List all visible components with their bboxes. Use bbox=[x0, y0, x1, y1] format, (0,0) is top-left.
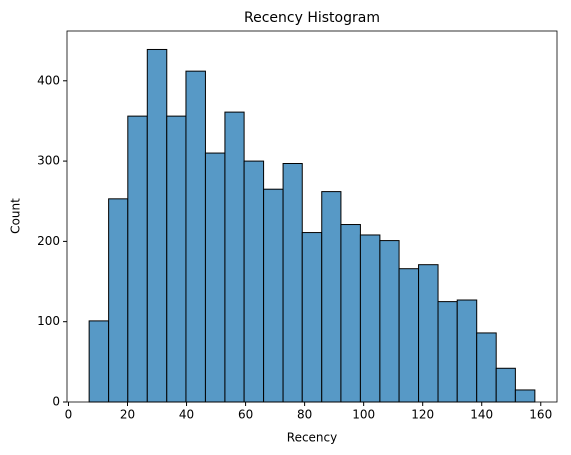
bar bbox=[321, 191, 342, 403]
bar bbox=[204, 152, 226, 403]
bar bbox=[146, 48, 168, 403]
bar bbox=[301, 232, 323, 403]
bar bbox=[224, 111, 245, 403]
y-tick-label: 200 bbox=[37, 234, 60, 248]
x-axis-label: Recency bbox=[287, 431, 337, 445]
bar bbox=[166, 115, 187, 403]
bar bbox=[263, 188, 284, 403]
bar bbox=[456, 299, 478, 403]
x-tick-label: 140 bbox=[470, 408, 493, 422]
bar bbox=[437, 301, 458, 403]
y-tick-label: 100 bbox=[37, 314, 60, 328]
bar bbox=[418, 264, 439, 403]
bar bbox=[127, 115, 148, 403]
y-axis-label: Count bbox=[9, 198, 23, 234]
bar bbox=[476, 332, 497, 403]
x-tick-label: 80 bbox=[297, 408, 312, 422]
y-tick-label: 0 bbox=[52, 395, 60, 409]
chart-title: Recency Histogram bbox=[244, 10, 380, 26]
bar bbox=[398, 268, 420, 403]
x-tick-label: 160 bbox=[529, 408, 552, 422]
x-tick-label: 100 bbox=[352, 408, 375, 422]
bar bbox=[185, 70, 206, 403]
x-tick-label: 20 bbox=[120, 408, 135, 422]
bar bbox=[379, 240, 400, 403]
plot-frame bbox=[66, 30, 558, 403]
bar bbox=[514, 389, 536, 403]
bar bbox=[88, 320, 110, 403]
bar bbox=[243, 160, 265, 403]
y-tick-label: 400 bbox=[37, 73, 60, 87]
x-tick-label: 60 bbox=[238, 408, 253, 422]
bar bbox=[108, 198, 129, 403]
x-tick-label: 40 bbox=[179, 408, 194, 422]
bar bbox=[359, 234, 381, 403]
x-tick-label: 120 bbox=[411, 408, 434, 422]
y-tick-label: 300 bbox=[37, 154, 60, 168]
bar bbox=[340, 224, 361, 403]
x-tick-label: 0 bbox=[65, 408, 73, 422]
bar bbox=[282, 163, 303, 403]
bar bbox=[495, 367, 516, 403]
